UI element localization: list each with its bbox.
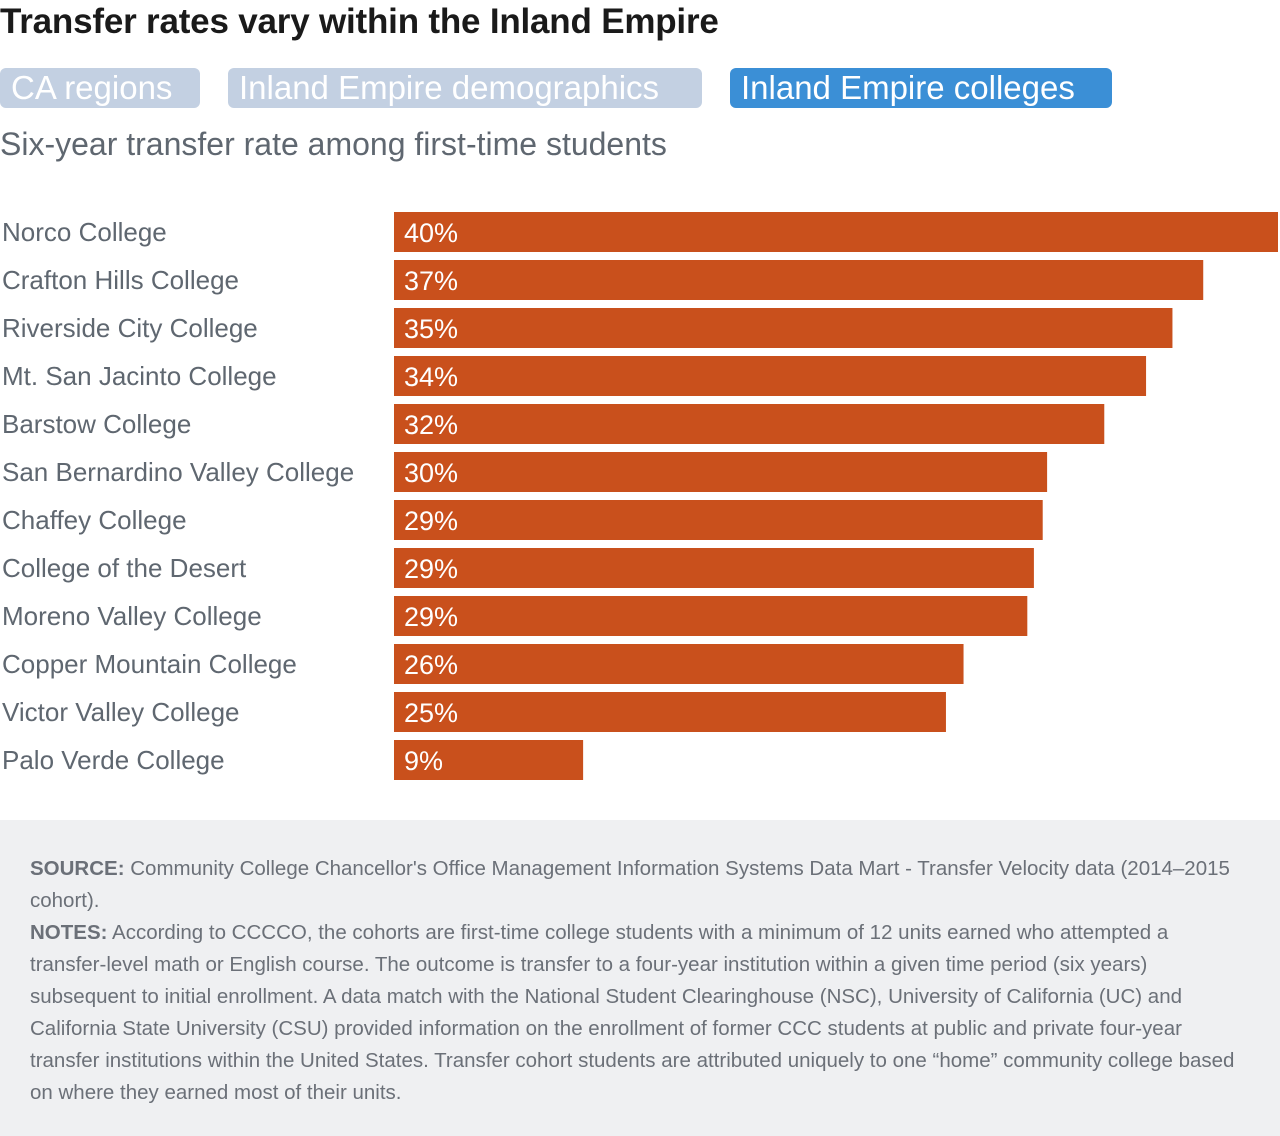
bar-value-label: 29%	[404, 602, 458, 632]
category-label: Mt. San Jacinto College	[2, 361, 277, 391]
bar	[394, 260, 1204, 300]
bar-value-label: 9%	[404, 746, 443, 776]
bar-value-label: 30%	[404, 458, 458, 488]
bar-value-label: 32%	[404, 410, 458, 440]
bar	[394, 548, 1034, 588]
bar-value-label: 29%	[404, 554, 458, 584]
bar	[394, 308, 1173, 348]
bar	[394, 212, 1278, 252]
category-label: Moreno Valley College	[2, 601, 262, 631]
bar	[394, 500, 1043, 540]
bar	[394, 692, 946, 732]
category-label: San Bernardino Valley College	[2, 457, 354, 487]
notes-text: According to CCCCO, the cohorts are firs…	[30, 921, 1235, 1104]
category-label: Crafton Hills College	[2, 265, 239, 295]
bar	[394, 404, 1105, 444]
bar-value-label: 37%	[404, 266, 458, 296]
bar-chart: Norco College 40% Crafton Hills College 37%…	[2, 212, 1278, 780]
category-label: Copper Mountain College	[2, 649, 297, 679]
notes-label: NOTES:	[30, 921, 108, 944]
source-text: Community College Chancellor's Office Ma…	[30, 857, 1230, 912]
category-label: College of the Desert	[2, 553, 247, 583]
category-label: Barstow College	[2, 409, 191, 439]
category-label: Norco College	[2, 217, 167, 247]
bar	[394, 356, 1147, 396]
bar-value-label: 40%	[404, 218, 458, 248]
source-label: SOURCE:	[30, 857, 125, 880]
category-label: Chaffey College	[2, 505, 187, 535]
tab-inland-empire-colleges[interactable]: Inland Empire colleges	[730, 68, 1112, 108]
bar-value-label: 35%	[404, 314, 458, 344]
bar-value-label: 26%	[404, 650, 458, 680]
source-paragraph: SOURCE: Community College Chancellor's O…	[30, 853, 1250, 917]
bar	[394, 452, 1048, 492]
category-label: Victor Valley College	[2, 697, 240, 727]
chart-subtitle: Six-year transfer rate among first-time …	[0, 126, 667, 162]
tab-inland-empire-demographics[interactable]: Inland Empire demographics	[228, 68, 702, 108]
notes-paragraph: NOTES: According to CCCCO, the cohorts a…	[30, 917, 1250, 1109]
category-label: Palo Verde College	[2, 745, 225, 775]
category-label: Riverside City College	[2, 313, 258, 343]
bar-value-label: 34%	[404, 362, 458, 392]
bar-value-label: 29%	[404, 506, 458, 536]
bar	[394, 740, 584, 780]
bar	[394, 596, 1028, 636]
source-notes-footer: SOURCE: Community College Chancellor's O…	[0, 820, 1280, 1136]
chart-title: Transfer rates vary within the Inland Em…	[0, 2, 719, 41]
bar-value-label: 25%	[404, 698, 458, 728]
tab-ca-regions[interactable]: CA regions	[0, 68, 200, 108]
bar	[394, 644, 964, 684]
